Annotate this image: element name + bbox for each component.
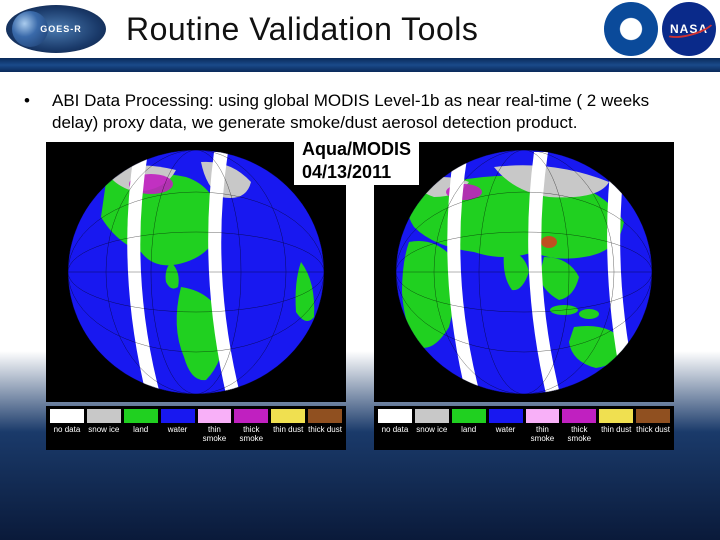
globe-west-wrap: no datasnow icelandwaterthin smokethick …	[46, 142, 346, 450]
legend-swatch	[378, 409, 412, 423]
legend-label: thin dust	[271, 426, 305, 443]
bullet-text: ABI Data Processing: using global MODIS …	[52, 90, 696, 134]
goes-r-logo: GOES-R	[6, 5, 106, 53]
header-underline	[0, 58, 720, 72]
legend-label: thin smoke	[198, 426, 232, 443]
legend-swatch	[415, 409, 449, 423]
legend-swatch	[636, 409, 670, 423]
nasa-logo: NASA	[662, 2, 716, 56]
goes-r-label: GOES-R	[40, 24, 82, 34]
legend-label: land	[452, 426, 486, 443]
legend-swatch	[452, 409, 486, 423]
noaa-logo	[604, 2, 658, 56]
slide-body: • ABI Data Processing: using global MODI…	[0, 58, 720, 458]
nasa-text: NASA	[670, 22, 708, 36]
bullet-item: • ABI Data Processing: using global MODI…	[24, 90, 696, 134]
figure-caption: Aqua/MODIS 04/13/2011	[294, 136, 419, 185]
legend-swatch	[87, 409, 121, 423]
globe-figure-row: Aqua/MODIS 04/13/2011	[24, 142, 696, 450]
globe-east-wrap: no datasnow icelandwaterthin smokethick …	[374, 142, 674, 450]
legend-label: water	[161, 426, 195, 443]
legend-label: thick smoke	[562, 426, 596, 443]
caption-line-2: 04/13/2011	[302, 161, 411, 184]
legend-label-row: no datasnow icelandwaterthin smokethick …	[50, 426, 342, 443]
legend-label: snow ice	[87, 426, 121, 443]
legend-swatch-row	[378, 409, 670, 423]
legend-swatch	[161, 409, 195, 423]
legend-swatch	[50, 409, 84, 423]
legend-label: thin dust	[599, 426, 633, 443]
legend-label: no data	[50, 426, 84, 443]
legend-label: water	[489, 426, 523, 443]
legend-swatch	[562, 409, 596, 423]
legend-label: thin smoke	[526, 426, 560, 443]
legend-swatch	[489, 409, 523, 423]
legend-swatch	[198, 409, 232, 423]
legend-label: thick dust	[308, 426, 342, 443]
legend-west: no datasnow icelandwaterthin smokethick …	[46, 406, 346, 450]
legend-label: thick smoke	[234, 426, 268, 443]
legend-swatch	[271, 409, 305, 423]
legend-label-row: no datasnow icelandwaterthin smokethick …	[378, 426, 670, 443]
legend-swatch	[599, 409, 633, 423]
slide-header: GOES-R Routine Validation Tools NASA	[0, 0, 720, 58]
legend-label: land	[124, 426, 158, 443]
legend-swatch	[526, 409, 560, 423]
legend-swatch	[124, 409, 158, 423]
legend-swatch-row	[50, 409, 342, 423]
slide-title: Routine Validation Tools	[106, 11, 604, 48]
caption-line-1: Aqua/MODIS	[302, 138, 411, 161]
bullet-marker: •	[24, 90, 52, 134]
legend-swatch	[234, 409, 268, 423]
legend-east: no datasnow icelandwaterthin smokethick …	[374, 406, 674, 450]
legend-swatch	[308, 409, 342, 423]
legend-label: thick dust	[636, 426, 670, 443]
legend-label: snow ice	[415, 426, 449, 443]
legend-label: no data	[378, 426, 412, 443]
